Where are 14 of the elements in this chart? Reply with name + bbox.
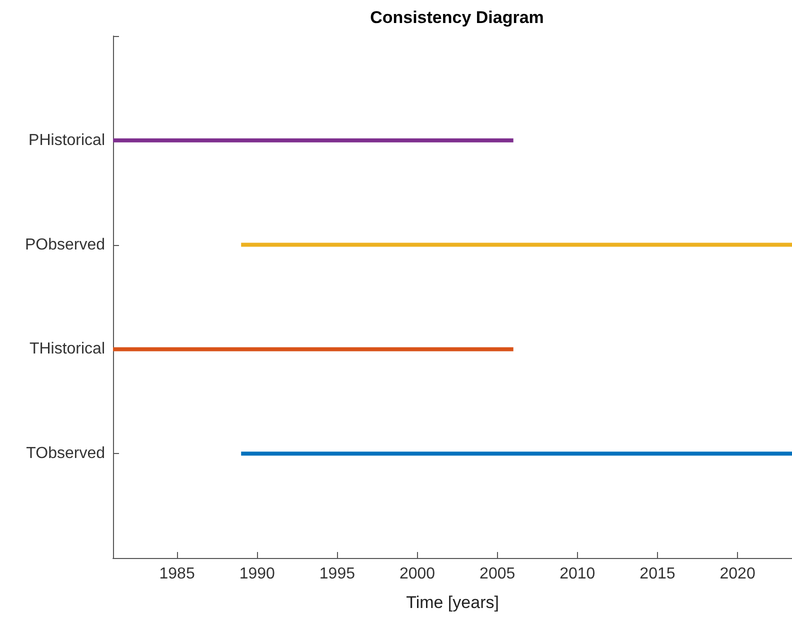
x-tick-label: 2000 [399,566,436,582]
x-tick-label: 1990 [239,566,276,582]
chart-title: Consistency Diagram [370,8,544,27]
x-tick-label: 1995 [319,566,356,582]
x-tick-label: 1985 [159,566,195,582]
y-tick-label: PHistorical [28,132,105,149]
y-tick-label: THistorical [29,340,105,358]
x-tick-label: 2005 [480,566,516,582]
x-axis-title: Time [years] [406,593,499,612]
x-tick-label: 2020 [720,566,756,582]
y-tick-label: TObserved [26,445,105,462]
x-tick-label: 2010 [560,566,596,582]
x-tick-label: 2015 [640,566,676,582]
y-tick-label: PObserved [24,236,105,254]
